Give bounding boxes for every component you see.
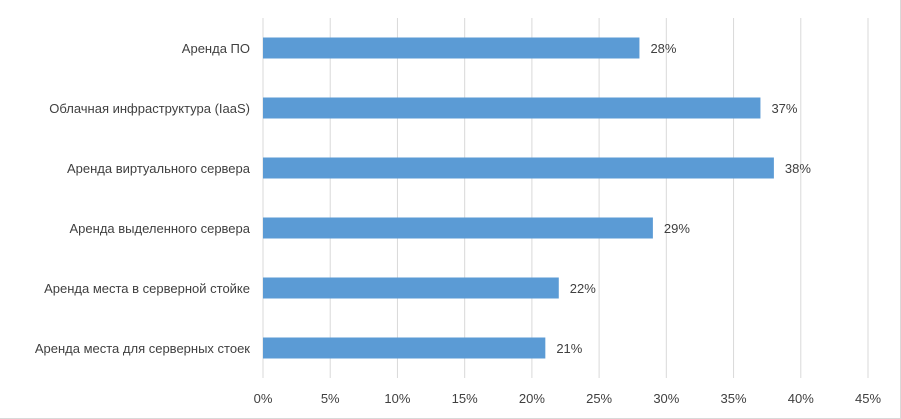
bar	[263, 157, 774, 179]
x-tick-label: 15%	[452, 391, 478, 406]
bars	[263, 37, 774, 359]
category-label: Облачная инфраструктура (IaaS)	[49, 101, 250, 116]
data-label: 37%	[771, 101, 797, 116]
grid-lines	[262, 18, 869, 378]
x-tick-label: 10%	[384, 391, 410, 406]
x-tick-label: 5%	[321, 391, 340, 406]
data-label: 28%	[650, 41, 676, 56]
x-tick-label: 35%	[721, 391, 747, 406]
x-tick-label: 40%	[788, 391, 814, 406]
category-label: Аренда выделенного сервера	[70, 221, 251, 236]
data-labels: 28% 37% 38% 29% 22% 21%	[556, 41, 811, 356]
data-label: 29%	[664, 221, 690, 236]
x-tick-label: 0%	[254, 391, 273, 406]
category-label: Аренда места для серверных стоек	[35, 341, 250, 356]
data-label: 21%	[556, 341, 582, 356]
x-axis-tick-labels: 0% 5% 10% 15% 20% 25% 30% 35% 40% 45%	[254, 391, 882, 406]
x-tick-label: 45%	[855, 391, 881, 406]
x-tick-label: 25%	[586, 391, 612, 406]
data-label: 38%	[785, 161, 811, 176]
x-tick-label: 30%	[653, 391, 679, 406]
category-label: Аренда ПО	[182, 41, 250, 56]
bar	[263, 337, 546, 359]
category-label: Аренда виртуального сервера	[67, 161, 251, 176]
bar	[263, 37, 640, 59]
category-labels: Аренда ПО Облачная инфраструктура (IaaS) А…	[35, 41, 251, 356]
bar	[263, 97, 761, 119]
data-label: 22%	[570, 281, 596, 296]
bar	[263, 217, 653, 239]
bar	[263, 277, 559, 299]
x-tick-label: 20%	[519, 391, 545, 406]
category-label: Аренда места в серверной стойке	[44, 281, 250, 296]
